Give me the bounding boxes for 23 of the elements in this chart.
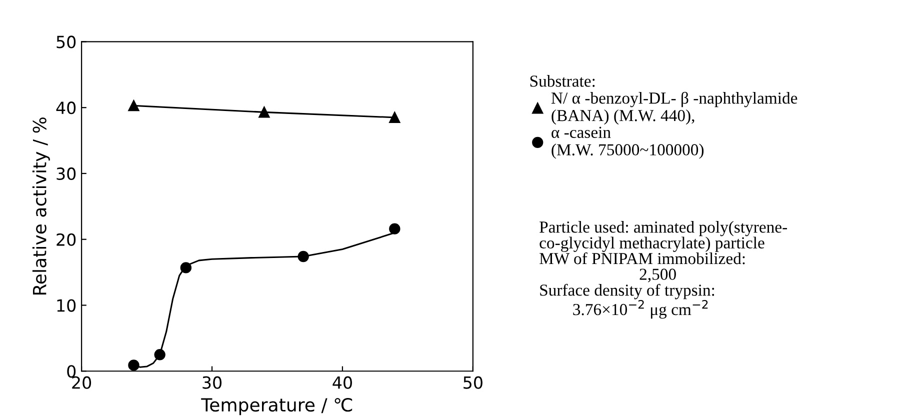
y-tick-label: 10 [57, 299, 76, 312]
x-axis-title: Temperature / ℃ [201, 398, 352, 416]
point [128, 100, 140, 112]
legend-label: α -casein (M.W. 75000~100000) [552, 126, 704, 159]
x-tick-label: 20 [72, 376, 92, 389]
y-tick-label: 20 [56, 233, 76, 246]
y-axis-title: Relative activity / % [32, 118, 50, 295]
point [298, 250, 309, 262]
point [180, 262, 192, 274]
point [258, 106, 270, 118]
legend-title: Substrate: [530, 75, 595, 87]
x-tick-label: 50 [464, 376, 482, 389]
y-tick-label: 0 [67, 365, 76, 378]
text: Particle used: aminated poly(styrene- co-glycidyl methacrylate) particle MW of PNIPAM immobilized: 2,500 Surface density of trypsin: 3.76×10$^{−2}$ μg cm$^{−2}$ [540, 221, 787, 319]
point [154, 349, 166, 360]
point [389, 223, 400, 234]
y-tick-label: 30 [56, 167, 76, 180]
x-tick-label: 40 [332, 376, 352, 389]
y-tick-label: 50 [56, 36, 76, 48]
y-tick-label: 40 [56, 102, 76, 114]
point [389, 112, 400, 124]
point [128, 360, 140, 371]
x-tick-label: 30 [202, 376, 222, 389]
